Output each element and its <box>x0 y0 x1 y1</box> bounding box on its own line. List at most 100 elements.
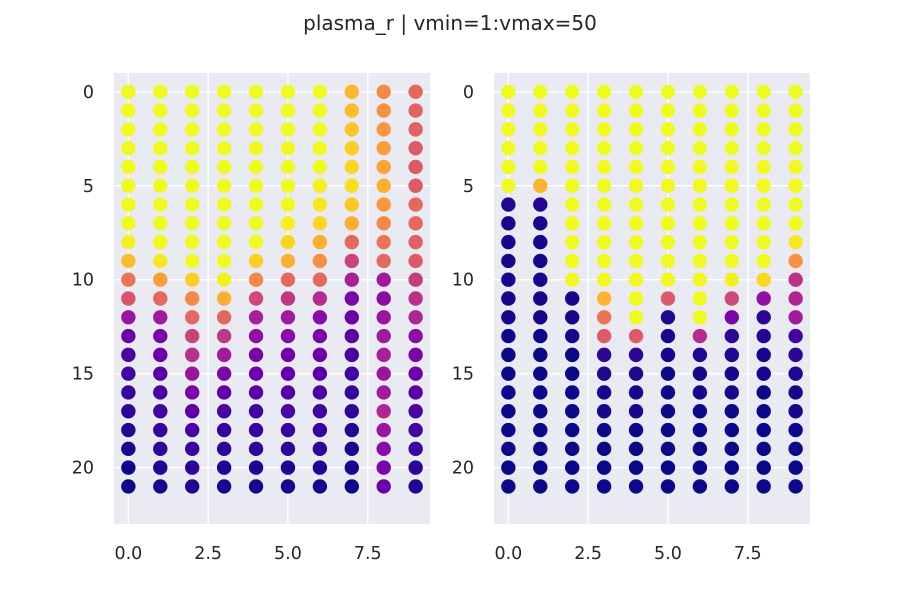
scatter-point <box>344 234 359 250</box>
scatter-point <box>344 216 359 231</box>
scatter-point <box>185 422 200 438</box>
scatter-point <box>185 140 200 156</box>
scatter-point <box>628 197 644 212</box>
scatter-point <box>788 272 803 287</box>
scatter-point <box>596 441 612 457</box>
scatter-point <box>216 122 232 137</box>
scatter-point <box>628 178 644 193</box>
scatter-point <box>344 140 359 156</box>
scatter-point <box>312 385 328 400</box>
scatter-point <box>280 234 296 250</box>
scatter-point <box>344 272 359 287</box>
scatter-point <box>216 291 232 306</box>
scatter-point <box>408 84 423 99</box>
scatter-point <box>312 103 328 118</box>
scatter-point <box>660 291 676 306</box>
scatter-point <box>628 122 644 137</box>
scatter-point <box>756 159 771 175</box>
scatter-point <box>596 460 612 475</box>
scatter-point <box>376 347 391 363</box>
scatter-point <box>628 103 644 118</box>
scatter-point <box>121 328 136 344</box>
scatter-point <box>756 84 771 99</box>
scatter-point <box>628 291 644 306</box>
scatter-point <box>501 328 516 344</box>
scatter-point <box>724 441 739 457</box>
scatter-point <box>344 197 359 212</box>
scatter-point <box>660 310 676 325</box>
scatter-point <box>408 140 423 156</box>
scatter-point <box>788 197 803 212</box>
scatter-point <box>565 422 580 438</box>
scatter-point <box>565 197 580 212</box>
scatter-point <box>565 328 580 344</box>
scatter-point <box>312 479 328 494</box>
scatter-point <box>660 479 676 494</box>
scatter-point <box>660 178 676 193</box>
scatter-point <box>533 404 548 419</box>
scatter-point <box>344 366 359 381</box>
scatter-point <box>248 441 264 457</box>
scatter-point <box>628 140 644 156</box>
scatter-point <box>565 441 580 457</box>
scatter-point <box>724 159 739 175</box>
scatter-point <box>692 178 708 193</box>
scatter-point <box>408 347 423 363</box>
scatter-point <box>724 216 739 231</box>
scatter-point <box>153 159 168 175</box>
scatter-point <box>344 178 359 193</box>
scatter-point <box>756 385 771 400</box>
scatter-point <box>216 140 232 156</box>
scatter-point <box>280 441 296 457</box>
scatter-point <box>724 253 739 269</box>
scatter-point <box>312 347 328 363</box>
scatter-point <box>596 140 612 156</box>
scatter-point <box>121 253 136 269</box>
scatter-point <box>408 385 423 400</box>
scatter-point <box>533 366 548 381</box>
scatter-point <box>121 385 136 400</box>
scatter-point <box>565 253 580 269</box>
scatter-point <box>216 328 232 344</box>
scatter-point <box>280 328 296 344</box>
scatter-point <box>312 272 328 287</box>
scatter-point <box>376 216 391 231</box>
scatter-point <box>153 122 168 137</box>
scatter-point <box>248 310 264 325</box>
scatter-point <box>153 216 168 231</box>
scatter-point <box>533 140 548 156</box>
scatter-point <box>408 178 423 193</box>
scatter-point <box>660 460 676 475</box>
x-tick-label: 2.5 <box>194 544 222 564</box>
scatter-point <box>280 159 296 175</box>
scatter-point <box>216 385 232 400</box>
y-tick-label: 0 <box>83 83 94 103</box>
scatter-point <box>660 159 676 175</box>
x-tick-label: 7.5 <box>354 544 382 564</box>
scatter-point <box>248 366 264 381</box>
scatter-point <box>376 178 391 193</box>
scatter-point <box>565 366 580 381</box>
scatter-point <box>376 385 391 400</box>
scatter-point <box>185 328 200 344</box>
scatter-point <box>344 479 359 494</box>
scatter-point <box>788 460 803 475</box>
scatter-point <box>376 159 391 175</box>
scatter-point <box>692 103 708 118</box>
x-tick-label: 7.5 <box>734 544 762 564</box>
scatter-point <box>628 479 644 494</box>
scatter-point <box>408 291 423 306</box>
scatter-point <box>565 84 580 99</box>
scatter-point <box>312 159 328 175</box>
scatter-point <box>565 159 580 175</box>
scatter-point <box>248 197 264 212</box>
scatter-point <box>756 140 771 156</box>
scatter-point <box>565 234 580 250</box>
scatter-point <box>565 140 580 156</box>
scatter-point <box>596 291 612 306</box>
scatter-point <box>628 216 644 231</box>
scatter-point <box>216 178 232 193</box>
scatter-point <box>533 197 548 212</box>
scatter-point <box>248 272 264 287</box>
scatter-point <box>280 272 296 287</box>
